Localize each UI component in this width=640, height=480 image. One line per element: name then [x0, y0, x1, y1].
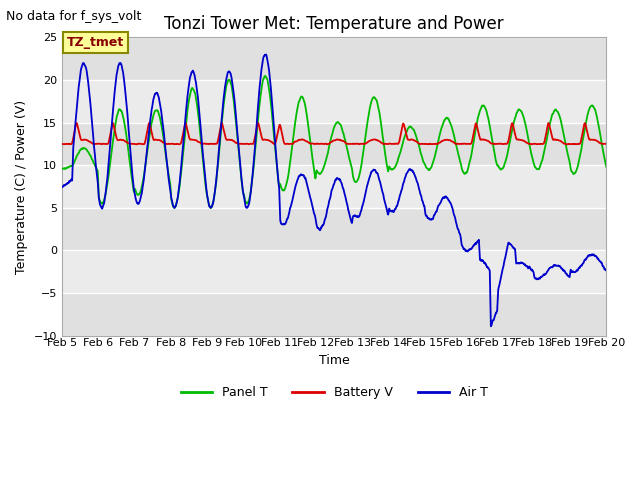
Battery V [254, 120, 262, 126]
Air T [58, 184, 66, 190]
Battery V [587, 137, 595, 143]
Panel T [588, 103, 595, 109]
Panel T [207, 205, 214, 211]
Line: Battery V: Battery V [62, 123, 606, 144]
Air T [487, 324, 495, 329]
Y-axis label: Temperature (C) / Power (V): Temperature (C) / Power (V) [15, 99, 28, 274]
Battery V [588, 137, 595, 143]
Bar [62, 122, 606, 165]
Air T [262, 51, 270, 57]
Battery V [602, 141, 610, 147]
Air T [308, 204, 316, 210]
Bar [62, 37, 606, 80]
Title: Tonzi Tower Met: Temperature and Power: Tonzi Tower Met: Temperature and Power [164, 15, 504, 33]
Bar [62, 165, 606, 208]
Battery V [308, 141, 316, 146]
Panel T [487, 131, 495, 137]
Battery V [58, 141, 66, 147]
Panel T [86, 152, 93, 157]
Line: Air T: Air T [62, 54, 606, 326]
Air T [323, 209, 331, 215]
Line: Panel T: Panel T [62, 76, 606, 208]
Bar [62, 208, 606, 251]
Legend: Panel T, Battery V, Air T: Panel T, Battery V, Air T [175, 381, 493, 404]
Text: No data for f_sys_volt: No data for f_sys_volt [6, 10, 142, 23]
Text: TZ_tmet: TZ_tmet [67, 36, 125, 49]
Battery V [487, 140, 495, 146]
Panel T [323, 153, 331, 158]
Panel T [261, 73, 269, 79]
Air T [602, 266, 610, 272]
Air T [588, 252, 595, 258]
Panel T [602, 164, 610, 170]
Air T [487, 323, 495, 329]
Panel T [309, 157, 317, 163]
Air T [587, 252, 595, 258]
Panel T [587, 103, 595, 109]
Panel T [58, 167, 66, 172]
X-axis label: Time: Time [319, 354, 349, 367]
Battery V [323, 141, 331, 147]
Battery V [564, 142, 572, 147]
Air T [86, 92, 93, 98]
Bar [62, 293, 606, 336]
Bar [62, 80, 606, 122]
Battery V [86, 139, 93, 144]
Bar [62, 251, 606, 293]
